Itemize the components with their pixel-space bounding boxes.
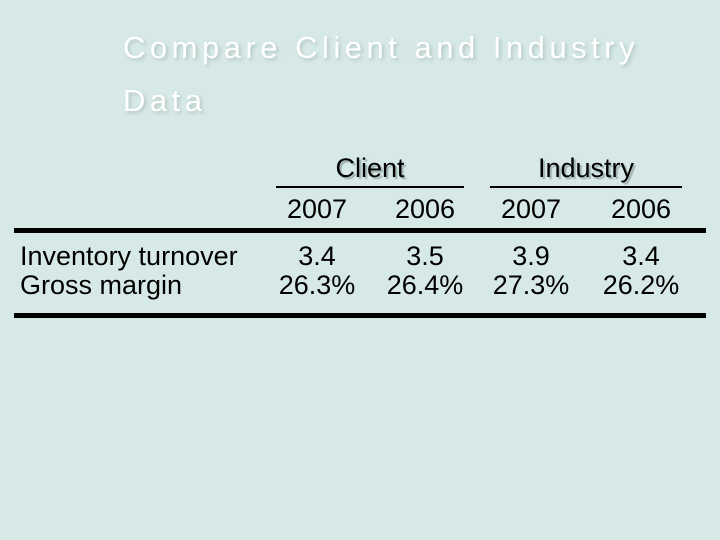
table-cell-value: 3.4 <box>298 241 336 271</box>
table-cell-value: 27.3% <box>492 270 570 300</box>
table-rule-bottom <box>14 313 706 318</box>
table-year-header: 2007 <box>286 194 348 224</box>
table-cell-value: 3.4 <box>622 241 660 271</box>
table-group-header-row: Client Industry <box>14 153 706 188</box>
table-cell-value: 26.2% <box>602 270 680 300</box>
table-group-header-client: Client <box>276 153 464 188</box>
table-cell-value: 26.3% <box>278 270 356 300</box>
table-row-label: Gross margin <box>20 270 183 300</box>
table-row-label: Inventory turnover <box>20 241 238 271</box>
table-row: Inventory turnover 3.4 3.5 3.9 3.4 <box>14 242 706 271</box>
table-cell-value: 3.5 <box>406 241 444 271</box>
table-year-header: 2006 <box>394 194 456 224</box>
table-corner-spacer <box>14 153 264 188</box>
table-body: Inventory turnover 3.4 3.5 3.9 3.4 Gross… <box>14 242 706 300</box>
table-cell-value: 26.4% <box>386 270 464 300</box>
table-year-header: 2007 <box>500 194 562 224</box>
slide-title: Compare Client and Industry Data <box>123 30 640 118</box>
table-rule-top <box>14 228 706 233</box>
table-year-header: 2006 <box>610 194 672 224</box>
comparison-table: Client Industry 2007 2006 2007 2006 Inve… <box>14 153 706 318</box>
table-row: Gross margin 26.3% 26.4% 27.3% 26.2% <box>14 271 706 300</box>
table-year-header-row: 2007 2006 2007 2006 <box>14 194 706 224</box>
table-corner-spacer <box>14 194 264 224</box>
table-group-header-industry: Industry <box>490 153 682 188</box>
table-cell-value: 3.9 <box>512 241 550 271</box>
